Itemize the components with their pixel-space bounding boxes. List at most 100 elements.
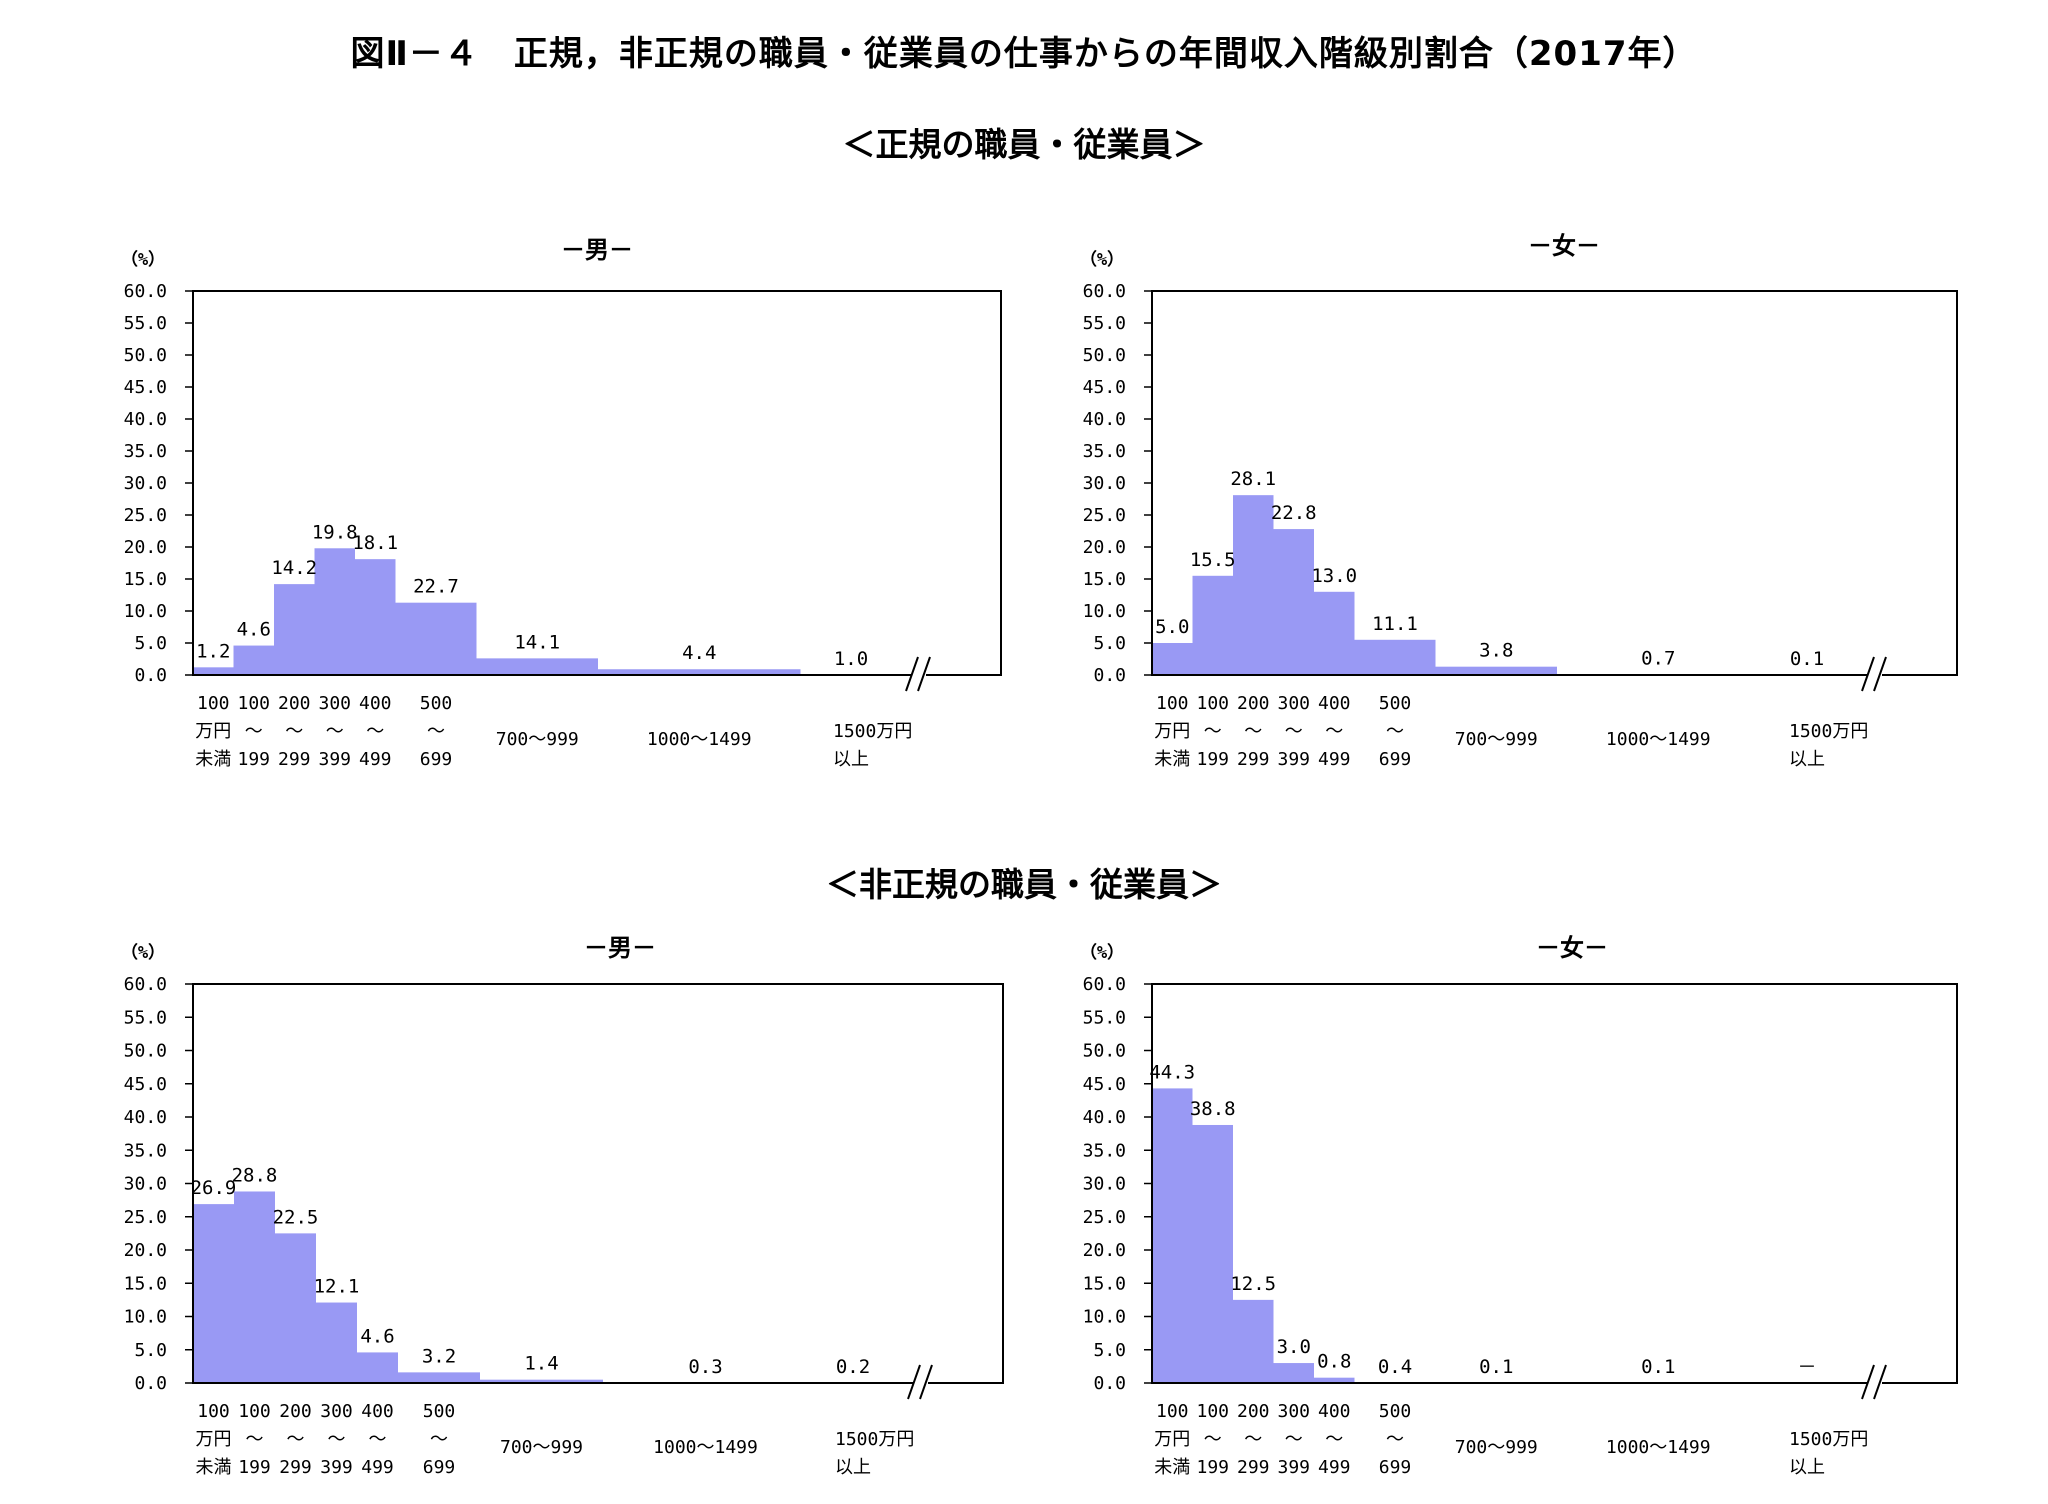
reg-male-y-tick-label: 25.0 (124, 505, 167, 526)
non-female-data-label: 44.3 (1149, 1061, 1195, 1083)
reg-female-bar (1233, 495, 1274, 675)
reg-male-bar (476, 658, 598, 675)
reg-female-axis-break-mark (1873, 656, 1887, 692)
non-male-y-tick-label: 30.0 (124, 1174, 167, 1195)
reg-female-bar (1354, 639, 1436, 675)
non-male-bar (275, 1233, 316, 1383)
non-female-y-tick-label: 10.0 (1083, 1307, 1126, 1328)
non-male-y-tick-label: 15.0 (124, 1273, 167, 1294)
reg-male-y-tick-label: 40.0 (124, 409, 167, 430)
non-male-category-label: 1000～1499 (653, 1437, 758, 1458)
reg-female-bar (1192, 575, 1233, 675)
reg-male-y-tick-label: 0.0 (134, 665, 167, 686)
non-male-data-label: 0.3 (688, 1356, 722, 1378)
non-male-category-label: ～ (328, 1429, 346, 1450)
reg-male-category-label: 未満 (195, 749, 231, 770)
reg-male-data-label: 1.0 (834, 648, 868, 670)
reg-female-y-tick-label: 30.0 (1083, 473, 1126, 494)
non-male-category-label: 199 (238, 1457, 271, 1478)
reg-female-category-label: 100 (1196, 693, 1229, 714)
reg-male-data-label: 4.4 (682, 642, 716, 664)
reg-female-y-tick-label: 5.0 (1093, 633, 1126, 654)
non-female-y-tick-label: 30.0 (1083, 1174, 1126, 1195)
reg-female-bar (1435, 666, 1557, 675)
non-male-bar (357, 1352, 398, 1383)
non-female-category-label: 700～999 (1455, 1437, 1538, 1458)
reg-male-category-label: ～ (366, 721, 384, 742)
reg-female-category-label: 700～999 (1455, 729, 1538, 750)
reg-female-data-label: 11.1 (1372, 613, 1418, 635)
non-male-y-tick-label: 5.0 (134, 1340, 167, 1361)
non-female-data-label: 0.4 (1378, 1356, 1412, 1378)
non-female-category-label: 未満 (1154, 1457, 1190, 1478)
non-male-bar (480, 1379, 603, 1383)
reg-male-bar (395, 602, 477, 675)
non-male-category-label: 400 (361, 1401, 394, 1422)
non-female-bar (1314, 1377, 1355, 1383)
non-female-y-tick-label: 40.0 (1083, 1107, 1126, 1128)
reg-female-category-label: 200 (1237, 693, 1270, 714)
non-female-data-label: 3.0 (1277, 1336, 1311, 1358)
reg-male-y-tick-label: 60.0 (124, 281, 167, 302)
reg-male-category-label: 300 (318, 693, 351, 714)
reg-female-plot-frame (1151, 290, 1958, 676)
non-male-y-tick-label: 40.0 (124, 1107, 167, 1128)
reg-female-bar (1314, 591, 1355, 675)
non-female-data-label: 0.1 (1641, 1356, 1675, 1378)
non-male-category-label: ～ (246, 1429, 264, 1450)
reg-male-plot-frame (192, 290, 1002, 676)
reg-male-data-label: 4.6 (237, 619, 271, 641)
reg-male-chart-title: －男－ (561, 236, 633, 264)
reg-female-chart-title: －女－ (1528, 232, 1600, 260)
non-male-axis-break-mark (919, 1364, 933, 1400)
non-male-category-label: 299 (279, 1457, 312, 1478)
non-female-y-tick-label: 50.0 (1083, 1041, 1126, 1062)
reg-female-category-label: 万円 (1154, 721, 1190, 742)
non-female-category-label: ～ (1285, 1429, 1303, 1450)
non-male-category-label: 300 (320, 1401, 353, 1422)
reg-male-axis-break-mark (905, 656, 919, 692)
reg-female-data-label: 15.5 (1190, 549, 1236, 571)
non-male-data-label: 22.5 (273, 1206, 319, 1228)
reg-female-data-label: 22.8 (1271, 502, 1317, 524)
reg-female-category-label: 以上 (1789, 749, 1825, 770)
non-female-category-label: 500 (1379, 1401, 1412, 1422)
non-male-category-label: 500 (423, 1401, 456, 1422)
non-female-y-tick-label: 15.0 (1083, 1273, 1126, 1294)
non-female-bar (1152, 1088, 1193, 1383)
reg-female-y-tick-label: 15.0 (1083, 569, 1126, 590)
non-female-category-label: ～ (1204, 1429, 1222, 1450)
non-male-axis-break-mark (907, 1364, 921, 1400)
reg-male-data-label: 1.2 (196, 640, 230, 662)
reg-male-data-label: 14.1 (514, 631, 560, 653)
reg-male-category-label: 万円 (195, 721, 231, 742)
non-male-category-label: 700～999 (500, 1437, 583, 1458)
reg-female-category-label: 1500万円 (1789, 721, 1868, 742)
reg-female-category-label: 499 (1318, 749, 1351, 770)
reg-male-data-label: 22.7 (413, 576, 459, 598)
reg-female-data-label: 5.0 (1155, 616, 1189, 638)
reg-female-y-tick-label: 60.0 (1083, 281, 1126, 302)
reg-male-category-label: 499 (359, 749, 392, 770)
non-female-bar (1233, 1299, 1274, 1383)
reg-male-category-label: 400 (359, 693, 392, 714)
reg-male-axis-break-mark (917, 656, 931, 692)
non-female-y-tick-label: 60.0 (1083, 974, 1126, 995)
reg-female-y-tick-label: 45.0 (1083, 377, 1126, 398)
reg-male-y-tick-label: 55.0 (124, 313, 167, 334)
reg-male-bar (314, 548, 355, 675)
reg-female-category-label: ～ (1386, 721, 1404, 742)
reg-female-category-label: ～ (1244, 721, 1262, 742)
reg-female-category-label: 未満 (1154, 749, 1190, 770)
non-male-bar (316, 1302, 357, 1383)
non-female-y-tick-label: 20.0 (1083, 1240, 1126, 1261)
reg-male-category-label: 200 (278, 693, 311, 714)
non-female-plot-frame (1151, 983, 1958, 1384)
non-female-data-label: 12.5 (1230, 1273, 1276, 1295)
reg-female-axis-break-mark (1861, 656, 1875, 692)
non-female-data-label: 0.1 (1479, 1356, 1513, 1378)
non-male-y-tick-label: 60.0 (124, 974, 167, 995)
non-male-data-label: 4.6 (360, 1325, 394, 1347)
reg-male-data-label: 19.8 (312, 521, 358, 543)
non-female-y-tick-label: 25.0 (1083, 1207, 1126, 1228)
